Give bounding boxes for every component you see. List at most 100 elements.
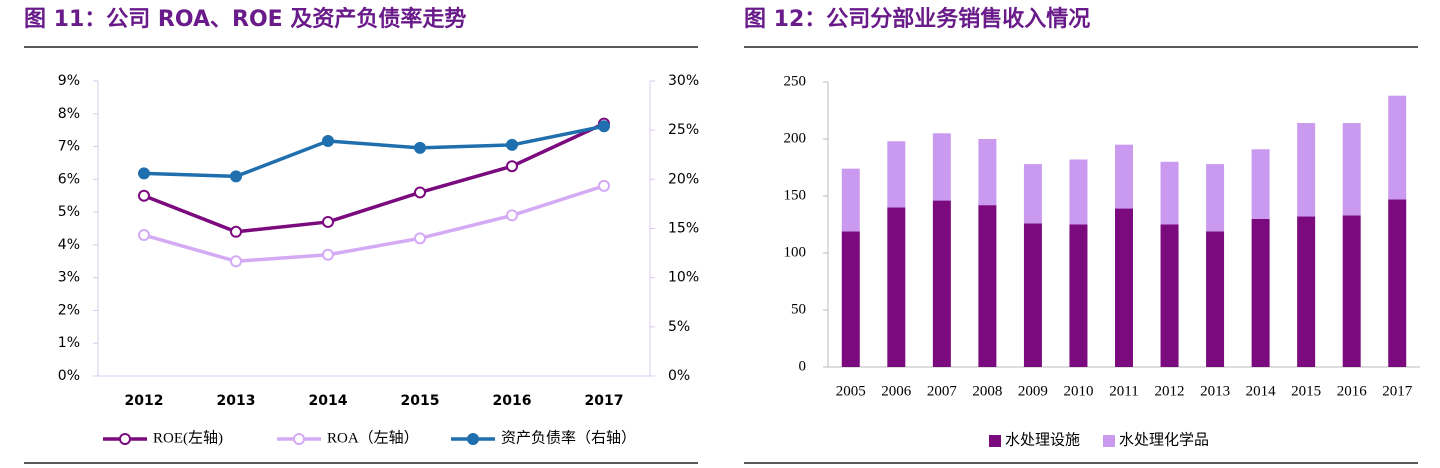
chart-title: 图 11：公司 ROA、ROE 及资产负债率走势: [24, 6, 466, 32]
y-tick-label: 0%: [58, 368, 80, 384]
point: [138, 189, 150, 202]
bar: [1388, 95, 1407, 200]
bar: [1251, 149, 1270, 219]
y-tick-label: 6%: [58, 171, 80, 187]
bar: [932, 200, 951, 367]
y2-tick-label: 20%: [668, 171, 699, 187]
x-tick-label: 2015: [1291, 383, 1321, 399]
x-tick-label: 2006: [881, 383, 912, 399]
bar: [1297, 123, 1316, 217]
bar: [1160, 224, 1179, 367]
x-tick-label: 2016: [493, 393, 532, 409]
y2-tick-label: 25%: [668, 122, 699, 138]
y-tick-label: 0: [799, 358, 807, 374]
bar: [887, 207, 906, 367]
bar: [1251, 218, 1270, 367]
x-tick-label: 2007: [927, 383, 958, 399]
line: [143, 124, 605, 179]
legend-swatch: [1103, 435, 1115, 447]
y-tick-label: 9%: [58, 73, 80, 89]
bar: [1069, 224, 1088, 367]
legend-swatch: [989, 435, 1001, 447]
bar: [1342, 215, 1361, 367]
x-tick-label: 2016: [1337, 383, 1368, 399]
legend-label: ROE(左轴): [153, 429, 223, 446]
y-tick-label: 8%: [58, 106, 80, 122]
y-tick-label: 150: [784, 187, 807, 203]
point: [322, 134, 334, 147]
x-tick-label: 2013: [1200, 383, 1230, 399]
bar: [841, 231, 860, 367]
bar: [1206, 164, 1225, 232]
bar: [841, 168, 860, 232]
y2-tick-label: 15%: [668, 221, 699, 237]
x-tick-label: 2009: [1018, 383, 1048, 399]
bar: [1115, 144, 1133, 209]
line: [143, 184, 605, 264]
x-tick-label: 2010: [1063, 383, 1093, 399]
y-tick-label: 1%: [58, 335, 80, 351]
point: [322, 248, 334, 261]
line: [143, 122, 605, 234]
bar: [1023, 223, 1042, 367]
point: [414, 141, 426, 154]
bar: [1160, 161, 1179, 225]
bar: [978, 205, 997, 367]
bar: [1342, 123, 1361, 216]
bar: [887, 141, 906, 208]
bar: [932, 133, 951, 201]
y-tick-label: 4%: [58, 237, 80, 253]
point: [506, 209, 518, 222]
bar: [1069, 159, 1088, 225]
x-tick-label: 2005: [836, 383, 866, 399]
x-tick-label: 2014: [309, 393, 348, 409]
chart-title: 图 12：公司分部业务销售收入情况: [744, 6, 1090, 32]
bar: [1023, 164, 1042, 224]
y-tick-label: 7%: [58, 139, 80, 155]
x-tick-label: 2012: [125, 393, 164, 409]
bar: [1206, 231, 1225, 367]
y-tick-label: 100: [784, 244, 807, 260]
point: [598, 120, 610, 133]
point: [598, 179, 610, 192]
legend-marker: [467, 433, 479, 445]
x-tick-label: 2017: [585, 393, 624, 409]
x-tick-label: 2017: [1382, 383, 1413, 399]
legend-label: 资产负债率（右轴）: [501, 429, 636, 446]
point: [506, 138, 518, 151]
legend-marker: [119, 433, 131, 445]
point: [506, 160, 518, 173]
bar: [978, 139, 997, 206]
y-tick-label: 250: [784, 73, 807, 89]
bar: [1388, 199, 1407, 367]
point: [322, 215, 334, 228]
x-tick-label: 2015: [401, 393, 440, 409]
point: [138, 229, 150, 242]
y-tick-label: 5%: [58, 204, 80, 220]
point: [230, 170, 242, 183]
y-tick-label: 2%: [58, 302, 80, 318]
x-tick-label: 2012: [1155, 383, 1185, 399]
y-tick-label: 200: [784, 130, 807, 146]
y2-tick-label: 0%: [668, 368, 690, 384]
bar: [1297, 216, 1316, 367]
bar: [1115, 208, 1133, 367]
x-tick-label: 2011: [1109, 383, 1138, 399]
point: [230, 255, 242, 268]
point: [414, 232, 426, 245]
point: [414, 186, 426, 199]
y-tick-label: 3%: [58, 270, 80, 286]
y-tick-label: 50: [791, 301, 806, 317]
y2-tick-label: 10%: [668, 270, 699, 286]
legend-label: 水处理化学品: [1119, 431, 1209, 448]
x-tick-label: 2008: [972, 383, 1002, 399]
y2-tick-label: 5%: [668, 319, 690, 335]
legend-marker: [293, 433, 305, 445]
legend-label: ROA（左轴）: [327, 429, 419, 446]
x-tick-label: 2013: [217, 393, 256, 409]
x-tick-label: 2014: [1246, 383, 1277, 399]
point: [230, 225, 242, 238]
legend-label: 水处理设施: [1005, 431, 1080, 448]
y2-tick-label: 30%: [668, 73, 699, 89]
